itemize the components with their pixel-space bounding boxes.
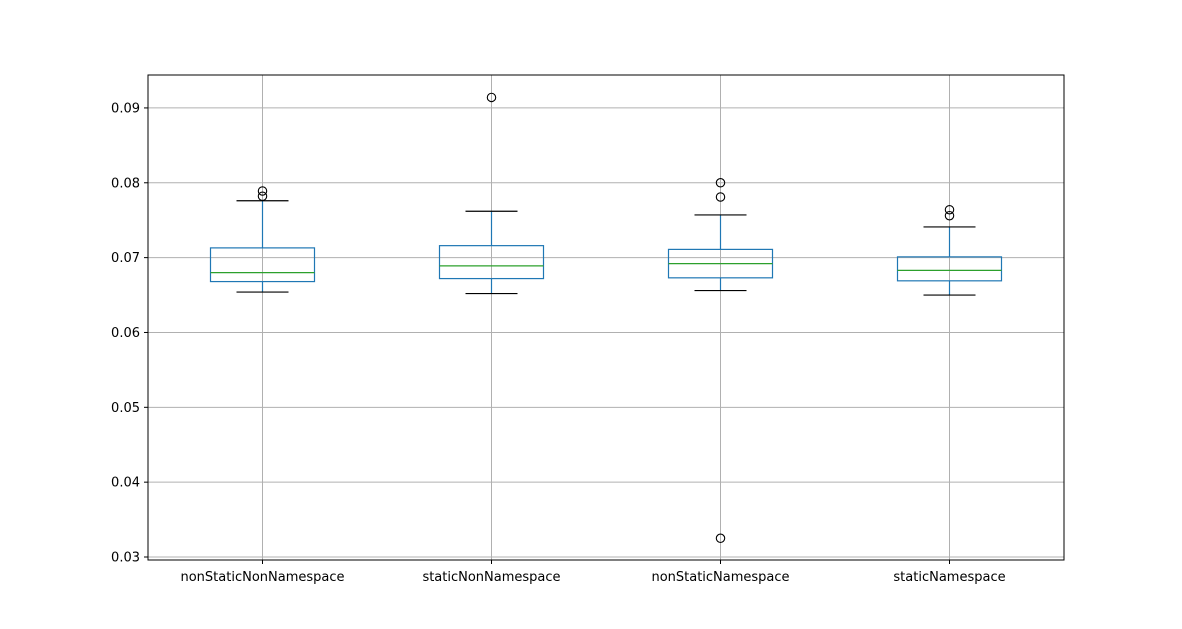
axes: 0.03 0.04 0.05 0.06 0.07 0.08 0.09 nonStaticNon…	[111, 101, 1006, 585]
iqr-box	[896, 256, 1003, 282]
box-series	[209, 92, 1003, 544]
box-nonStaticNamespace	[667, 178, 774, 544]
iqr-box	[438, 245, 545, 280]
outlier-point	[715, 178, 726, 188]
box-staticNonNamespace	[438, 92, 545, 295]
outlier-point	[486, 92, 497, 103]
y-tick-label: 0.03	[111, 551, 140, 566]
box-nonStaticNonNamespace	[209, 186, 316, 293]
x-tick-label: nonStaticNonNamespace	[180, 570, 344, 585]
x-tick-label: staticNonNamespace	[422, 570, 560, 585]
y-tick-label: 0.08	[111, 176, 140, 191]
box-staticNamespace	[896, 204, 1003, 296]
y-tick-label: 0.05	[111, 401, 140, 416]
iqr-box	[209, 247, 316, 283]
outlier-point	[715, 192, 726, 202]
outlier-point	[257, 186, 268, 196]
x-tick-label: staticNamespace	[893, 570, 1005, 585]
y-tick-label: 0.06	[111, 326, 140, 341]
y-tick-label: 0.09	[111, 101, 140, 116]
outlier-point	[257, 191, 268, 202]
x-tick-label: nonStaticNamespace	[651, 570, 789, 585]
y-tick-label: 0.07	[111, 251, 140, 266]
outlier-point	[944, 204, 955, 215]
plot-frame	[147, 74, 1065, 561]
outlier-point	[715, 533, 726, 544]
outlier-point	[944, 210, 955, 221]
grid-lines	[148, 75, 1064, 560]
y-tick-label: 0.04	[111, 476, 140, 491]
